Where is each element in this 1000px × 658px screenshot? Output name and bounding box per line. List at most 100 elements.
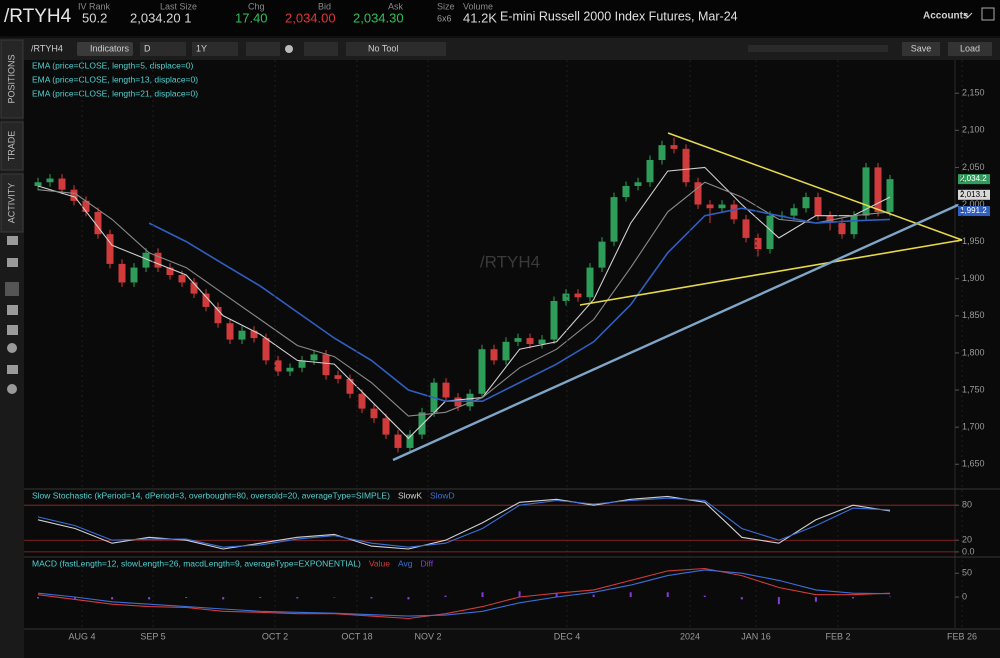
candle-body (250, 330, 258, 339)
style-button[interactable] (246, 42, 280, 56)
candle-body (322, 354, 330, 376)
indicator-line (37, 495, 891, 550)
price-label: 1,991.2 (960, 206, 987, 215)
icon[interactable] (7, 365, 18, 374)
y-tick-label: 2,000 (962, 199, 985, 209)
tool-select[interactable] (346, 42, 446, 56)
indicators-label: Indicators (90, 43, 130, 53)
icon[interactable] (5, 282, 19, 296)
histogram-bar (518, 591, 521, 598)
candle-body (670, 145, 678, 149)
candle-body (166, 267, 174, 276)
candle-body (178, 275, 186, 283)
histogram-bar (259, 597, 262, 598)
candle-body (298, 360, 306, 368)
candle-body (574, 293, 582, 298)
price-panel (24, 60, 1000, 488)
sidebar-tab[interactable] (0, 39, 24, 119)
chart-layer: 2,150 2,100 2,050 2,000 1,950 1,900 1,850 1,800… (24, 60, 990, 641)
histogram-bar (222, 597, 225, 600)
histogram-bar (555, 593, 558, 598)
sidebar-tab-label: ACTIVITY (6, 183, 16, 224)
sidebar-tab[interactable] (0, 173, 24, 233)
field-label: Volume (463, 1, 493, 11)
indicator-line (37, 569, 891, 617)
field-value: 2,034.30 (353, 10, 404, 25)
histogram-bar (333, 597, 336, 598)
x-tick-label: JAN 16 (741, 631, 771, 641)
histogram-bar (111, 597, 114, 600)
x-tick-label: AUG 4 (68, 631, 95, 641)
candle-body (658, 145, 666, 160)
candle-body (562, 293, 570, 301)
histogram-bar (666, 592, 669, 598)
field-label: Size (437, 1, 455, 11)
icon[interactable] (7, 325, 18, 335)
settings-button[interactable] (285, 45, 293, 53)
icon[interactable] (7, 305, 18, 315)
save-button[interactable] (902, 42, 940, 56)
candle-body (106, 234, 114, 264)
candle-body (814, 197, 822, 216)
candle-body (490, 349, 498, 361)
period-select[interactable] (140, 42, 186, 56)
indicator-line (37, 497, 891, 548)
indicators-button[interactable] (77, 42, 133, 56)
price-label: 2,013.1 (960, 190, 987, 199)
candle-body (94, 211, 102, 235)
icon[interactable] (7, 236, 18, 245)
candle-body (286, 367, 294, 372)
accounts-button[interactable]: Accounts (923, 11, 969, 22)
candle-body (706, 204, 714, 209)
window-button[interactable] (981, 7, 995, 21)
candle-body (586, 267, 594, 298)
toolbar-symbol[interactable]: /RTYH4 (31, 43, 63, 53)
candle-body (46, 178, 54, 183)
y-tick-label: 1,750 (962, 384, 985, 394)
candle-body (478, 349, 486, 394)
candle-body (70, 189, 78, 201)
indicator-line (37, 181, 891, 417)
scrollbar[interactable] (748, 45, 888, 52)
histogram-bar (407, 597, 410, 600)
candle-body (406, 434, 414, 448)
candle-body (538, 339, 546, 345)
candle-body (466, 393, 474, 407)
save-label: Save (911, 43, 932, 53)
y-tick-label: 2,050 (962, 162, 985, 172)
legend-entry: SlowD (430, 490, 455, 500)
icon[interactable] (7, 384, 17, 394)
sidebar-tab[interactable] (0, 121, 24, 171)
panel-title: MACD (fastLength=12, slowLength=26, macd… (32, 558, 361, 568)
candle-body (274, 360, 282, 372)
y-tick-label: 20 (962, 535, 972, 545)
candle-body (610, 197, 618, 242)
x-tick-label: FEB 26 (947, 631, 977, 641)
candle-body (202, 293, 210, 307)
load-button[interactable] (948, 42, 992, 56)
candle-body (502, 341, 510, 361)
drawing-button[interactable] (304, 42, 338, 56)
x-tick-label: FEB 2 (825, 631, 850, 641)
candle-body (310, 354, 318, 361)
candle-body (58, 178, 66, 190)
field-label: Last Size (160, 1, 197, 11)
accounts-arrow (963, 12, 973, 18)
candle-body (130, 267, 138, 283)
y-tick-label: 1,800 (962, 347, 985, 357)
icon[interactable] (7, 343, 17, 353)
histogram-bar (777, 597, 780, 605)
candle-body (754, 237, 762, 250)
legend-entry: SlowK (398, 490, 422, 500)
range-select[interactable] (192, 42, 238, 56)
icon[interactable] (7, 258, 18, 267)
candle-body (142, 252, 150, 268)
candle-body (226, 323, 234, 340)
candle-body (34, 182, 42, 186)
sidebar-icons (5, 236, 19, 394)
indicator-line (148, 207, 891, 402)
candle-body (886, 179, 894, 212)
histogram-bar (740, 597, 743, 600)
